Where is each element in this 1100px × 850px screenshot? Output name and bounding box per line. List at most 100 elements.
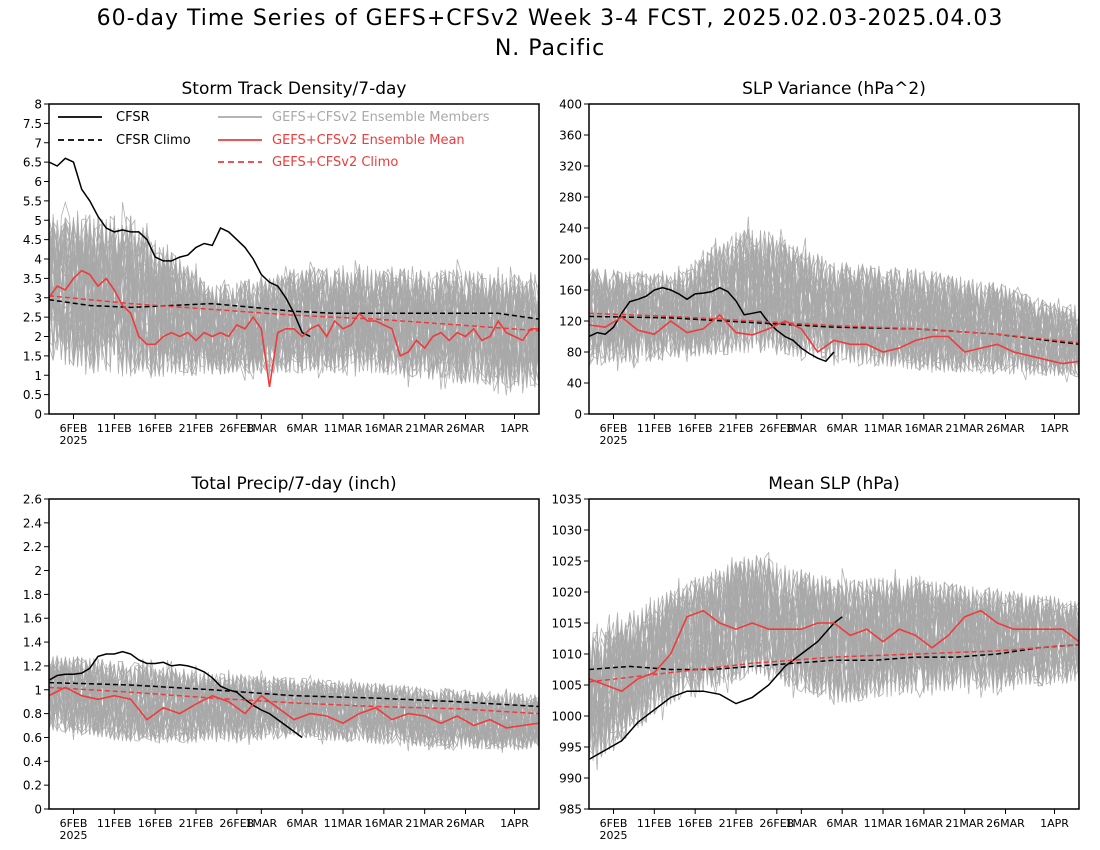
legend-label-climo: GEFS+CFSv2 Climo — [272, 155, 398, 170]
x-year-label: 2025 — [60, 434, 88, 447]
x-tick-label: 1MAR — [785, 422, 817, 435]
x-tick-label: 16FEB — [138, 817, 173, 830]
y-tick-label: 0 — [34, 803, 42, 817]
y-tick-label: 2.6 — [23, 493, 42, 507]
x-tick-label: 26FEB — [219, 817, 254, 830]
y-tick-label: 990 — [559, 772, 582, 786]
y-tick-label: 160 — [559, 284, 582, 298]
x-tick-label: 26FEB — [759, 422, 794, 435]
x-tick-label: 21MAR — [945, 817, 984, 830]
y-tick-label: 1005 — [551, 679, 582, 693]
x-tick-label: 1MAR — [245, 817, 277, 830]
legend: CFSR CFSR Climo GEFS+CFSv2 Ensemble Member… — [58, 110, 490, 170]
ensemble-member-line — [49, 221, 539, 378]
y-tick-label: 6 — [34, 175, 42, 189]
x-tick-label: 1MAR — [785, 817, 817, 830]
x-tick-label: 1APR — [500, 422, 529, 435]
ensemble-member-line — [49, 221, 539, 383]
figure-subtitle: N. Pacific — [494, 36, 606, 61]
x-tick-label: 21MAR — [405, 422, 444, 435]
y-tick-label: 0.2 — [23, 779, 42, 793]
y-tick-label: 240 — [559, 222, 582, 236]
x-tick-label: 1APR — [500, 817, 529, 830]
x-tick-label: 21MAR — [945, 422, 984, 435]
ensemble-member-line — [49, 660, 539, 750]
y-tick-label: 80 — [567, 346, 582, 360]
y-tick-label: 0 — [34, 408, 42, 422]
x-tick-label: 21FEB — [179, 422, 214, 435]
plot-area — [589, 216, 1079, 383]
ensemble-member-line — [49, 226, 539, 385]
plot-frame — [48, 498, 540, 810]
legend-label-cfsr-climo: CFSR Climo — [116, 133, 191, 148]
x-tick-label: 11MAR — [864, 422, 903, 435]
y-tick-label: 1.2 — [23, 659, 42, 673]
y-tick-label: 0.8 — [23, 707, 42, 721]
x-tick-label: 1APR — [1040, 422, 1069, 435]
y-tick-label: 1020 — [551, 586, 582, 600]
x-tick-label: 16MAR — [365, 422, 404, 435]
x-tick-label: 26FEB — [759, 817, 794, 830]
y-tick-label: 2.5 — [23, 311, 42, 325]
series-line-gefs-cfsv2-ensemble-mean — [49, 686, 539, 729]
chart-title: Mean SLP (hPa) — [768, 474, 900, 494]
y-tick-label: 6.5 — [23, 156, 42, 170]
y-tick-label: 1.6 — [23, 612, 42, 626]
ensemble-member-line — [49, 215, 539, 394]
x-tick-label: 26FEB — [219, 422, 254, 435]
x-tick-label: 6FEB — [600, 817, 628, 830]
series-line-gefs-cfsv2-climo — [49, 295, 539, 332]
x-tick-label: 6FEB — [60, 817, 88, 830]
x-tick-label: 11FEB — [637, 817, 672, 830]
x-tick-label: 16MAR — [365, 817, 404, 830]
x-year-label: 2025 — [600, 434, 628, 447]
plot-area — [49, 650, 539, 753]
x-tick-label: 26MAR — [446, 422, 485, 435]
y-tick-label: 1025 — [551, 555, 582, 569]
chart-title: Total Precip/7-day (inch) — [190, 474, 396, 494]
ensemble-member-line — [589, 564, 1079, 742]
y-tick-label: 120 — [559, 315, 582, 329]
series-line-cfsr-climo — [49, 681, 539, 708]
y-tick-label: 1010 — [551, 648, 582, 662]
y-tick-label: 5.5 — [23, 194, 42, 208]
x-tick-label: 26MAR — [446, 817, 485, 830]
legend-label-members: GEFS+CFSv2 Ensemble Members — [272, 110, 490, 125]
y-tick-label: 5 — [34, 214, 42, 228]
ensemble-member-line — [49, 660, 539, 751]
x-tick-label: 1APR — [1040, 817, 1069, 830]
ensemble-member-line — [49, 657, 539, 748]
y-tick-label: 2.2 — [23, 540, 42, 554]
series-line-gefs-cfsv2-ensemble-mean — [49, 269, 539, 388]
ensemble-member-line — [49, 200, 539, 388]
y-tick-label: 1035 — [551, 493, 582, 507]
y-tick-label: 320 — [559, 160, 582, 174]
x-tick-label: 11FEB — [97, 817, 132, 830]
chart-panel-4: Mean SLP (hPa) 985 990 995 1000 1005 1010 1015 1… — [551, 474, 1080, 842]
x-tick-label: 11MAR — [324, 817, 363, 830]
x-tick-label: 16FEB — [138, 422, 173, 435]
x-tick-label: 16MAR — [905, 422, 944, 435]
series-line-cfsr — [589, 286, 835, 363]
y-tick-label: 1.4 — [23, 636, 42, 650]
series-line-cfsr — [589, 616, 843, 761]
x-tick-label: 11FEB — [97, 422, 132, 435]
series-line-gefs-cfsv2-climo — [49, 686, 539, 715]
y-tick-label: 4 — [34, 253, 42, 267]
x-tick-label: 11MAR — [864, 817, 903, 830]
ensemble-member-line — [589, 232, 1079, 376]
y-tick-label: 7 — [34, 136, 42, 150]
series-line-gefs-cfsv2-ensemble-mean — [589, 609, 1079, 693]
y-tick-label: 0 — [574, 408, 582, 422]
y-tick-label: 7.5 — [23, 117, 42, 131]
plot-area — [589, 551, 1079, 771]
y-tick-label: 1.5 — [23, 349, 42, 363]
y-tick-label: 3 — [34, 291, 42, 305]
y-tick-label: 2.4 — [23, 516, 42, 530]
y-tick-label: 200 — [559, 253, 582, 267]
chart-panel-2: SLP Variance (hPa^2) 0 40 80 120 160 200 240 280… — [559, 79, 1080, 447]
ensemble-member-line — [589, 573, 1079, 745]
x-tick-label: 21MAR — [405, 817, 444, 830]
series-line-cfsr-climo — [589, 643, 1079, 671]
chart-panel-1: Storm Track Density/7-day 0 0.5 1 1.5 2 2.5 3 3.… — [23, 79, 540, 447]
